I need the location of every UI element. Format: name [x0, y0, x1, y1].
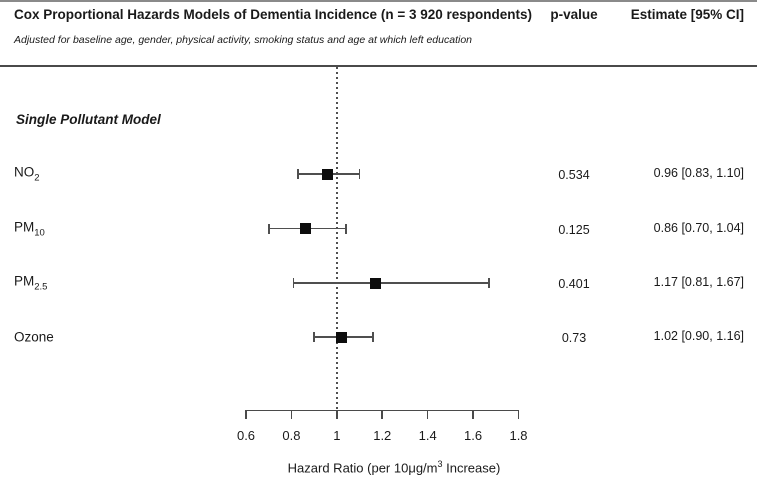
x-axis-tick — [336, 409, 338, 419]
row-label-main: PM — [14, 219, 35, 235]
row-label-subscript: 10 — [34, 226, 45, 238]
estimate-column-header: Estimate [95% CI] — [630, 7, 744, 22]
estimate-marker — [322, 168, 334, 180]
x-axis-tick — [290, 409, 293, 419]
ci-whisker-left — [292, 278, 295, 288]
ci-line — [293, 282, 489, 284]
row-label: PM2.5 — [14, 274, 47, 293]
x-axis-label-suffix: Increase) — [442, 460, 501, 476]
p-value: 0.125 — [558, 222, 590, 237]
p-value: 0.401 — [558, 277, 590, 291]
estimate-text: 0.86 [0.70, 1.04] — [653, 220, 744, 235]
x-axis-label: Hazard Ratio (per 10μg/m3 Increase) — [288, 459, 501, 475]
x-axis-tick-label: 1 — [333, 427, 341, 443]
ci-whisker-right — [372, 332, 374, 342]
row-label-subscript: 2.5 — [34, 281, 48, 293]
x-axis-tick — [245, 409, 247, 419]
estimate-marker — [335, 331, 347, 343]
x-axis-tick — [381, 409, 384, 419]
row-label-main: Ozone — [14, 329, 54, 345]
top-edge-line — [0, 0, 757, 2]
x-axis-tick — [517, 409, 520, 419]
row-label: PM10 — [14, 219, 45, 238]
x-axis-tick-label: 0.6 — [236, 427, 256, 443]
row-label-main: PM — [14, 273, 35, 289]
row-label-main: NO — [14, 164, 35, 180]
section-header: Single Pollutant Model — [16, 112, 161, 127]
pvalue-column-header: p-value — [550, 7, 598, 22]
plot-subtitle: Adjusted for baseline age, gender, physi… — [14, 34, 472, 46]
row-label-subscript: 2 — [34, 172, 40, 184]
x-axis-tick-label: 1.4 — [418, 427, 437, 443]
ci-whisker-left — [313, 332, 315, 342]
x-axis-label-prefix: Hazard Ratio (per 10μg/m — [287, 460, 438, 476]
estimate-text: 1.17 [0.81, 1.67] — [653, 275, 744, 289]
ci-whisker-right — [358, 169, 361, 179]
x-axis-tick-label: 1.2 — [373, 427, 392, 443]
x-axis-tick — [426, 409, 429, 419]
ci-whisker-left — [267, 223, 270, 234]
row-label: NO2 — [14, 165, 40, 184]
x-axis-tick — [472, 409, 474, 419]
p-value: 0.73 — [561, 331, 587, 345]
estimate-text: 0.96 [0.83, 1.10] — [653, 166, 744, 180]
ci-whisker-right — [488, 278, 490, 288]
estimate-text: 1.02 [0.90, 1.16] — [653, 329, 744, 343]
header-divider — [0, 65, 757, 67]
x-axis-label-superscript: 3 — [437, 459, 443, 469]
x-axis-tick-label: 1.6 — [464, 427, 483, 443]
estimate-marker — [299, 223, 311, 234]
x-axis-tick-label: 0.8 — [282, 427, 301, 443]
plot-title: Cox Proportional Hazards Models of Demen… — [14, 7, 532, 22]
reference-line — [336, 67, 338, 410]
estimate-marker — [369, 277, 381, 289]
x-axis-tick-label: 1.8 — [509, 427, 528, 443]
p-value: 0.534 — [558, 168, 590, 182]
ci-whisker-left — [297, 169, 300, 179]
ci-whisker-right — [345, 223, 347, 234]
row-label: Ozone — [14, 330, 54, 345]
